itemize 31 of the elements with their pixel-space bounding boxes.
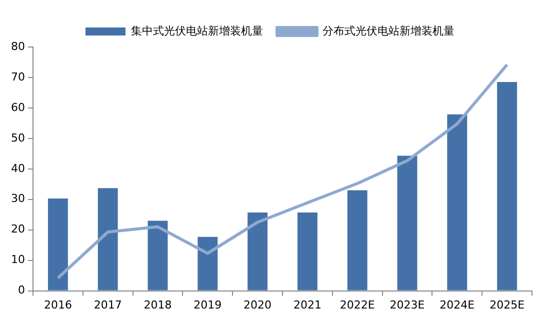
bar xyxy=(397,156,418,290)
bar xyxy=(497,82,518,290)
x-tick-label: 2019 xyxy=(194,298,222,312)
y-tick-label: 30 xyxy=(10,192,25,206)
bar xyxy=(248,212,268,290)
bar xyxy=(48,198,68,290)
x-tick-label: 2016 xyxy=(44,298,72,312)
y-tick-label: 70 xyxy=(10,70,25,84)
bar xyxy=(347,190,368,290)
bar xyxy=(98,188,118,290)
x-tick-label: 2021 xyxy=(293,298,322,312)
bar xyxy=(198,236,218,290)
x-tick-label: 2020 xyxy=(244,298,272,312)
legend-label: 集中式光伏电站新增装机量 xyxy=(131,24,263,38)
y-tick-label: 20 xyxy=(10,222,25,236)
y-tick-label: 50 xyxy=(10,131,25,144)
x-tick-label: 2024E xyxy=(440,298,475,312)
y-tick-label: 60 xyxy=(10,100,25,114)
y-tick-label: 40 xyxy=(10,162,25,175)
x-tick-label: 2018 xyxy=(144,298,172,312)
y-tick-label: 80 xyxy=(10,40,25,53)
x-tick-label: 2017 xyxy=(94,298,122,312)
x-tick-label: 2023E xyxy=(390,298,425,312)
bar xyxy=(297,212,318,290)
x-tick-label: 2025E xyxy=(490,298,525,312)
bar xyxy=(148,220,168,290)
legend-label: 分布式光伏电站新增装机量 xyxy=(322,24,454,38)
x-tick-label: 2022E xyxy=(340,298,375,312)
y-tick-label: 10 xyxy=(10,253,25,266)
bar xyxy=(447,114,468,290)
y-tick-label: 0 xyxy=(18,284,25,297)
